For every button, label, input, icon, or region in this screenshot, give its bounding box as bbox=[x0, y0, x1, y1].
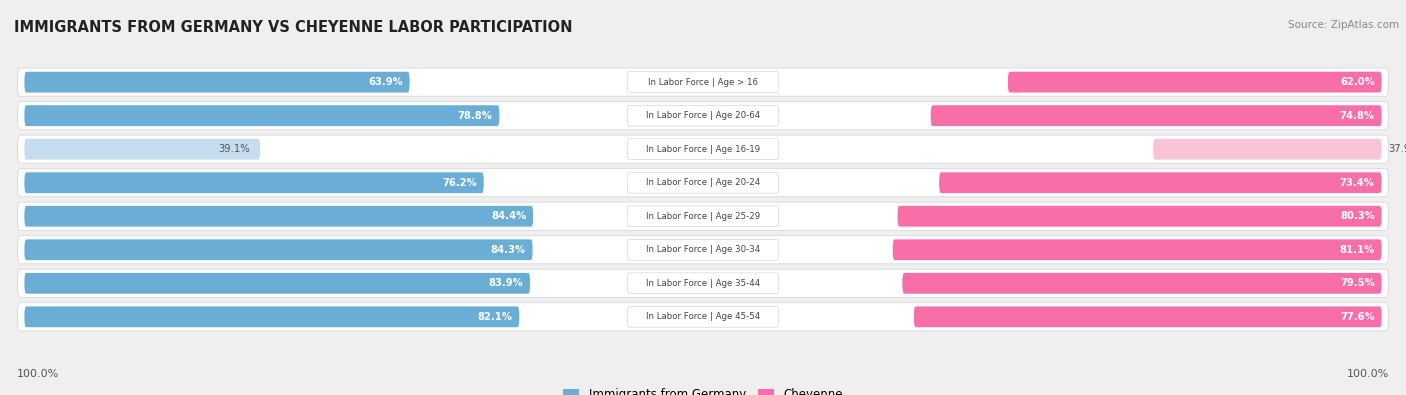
FancyBboxPatch shape bbox=[627, 307, 779, 327]
FancyBboxPatch shape bbox=[17, 303, 1389, 331]
Text: In Labor Force | Age 20-64: In Labor Force | Age 20-64 bbox=[645, 111, 761, 120]
FancyBboxPatch shape bbox=[17, 202, 1389, 230]
Text: 84.3%: 84.3% bbox=[491, 245, 526, 255]
FancyBboxPatch shape bbox=[897, 206, 1382, 227]
Text: 100.0%: 100.0% bbox=[17, 369, 59, 379]
FancyBboxPatch shape bbox=[893, 239, 1382, 260]
Text: In Labor Force | Age 30-34: In Labor Force | Age 30-34 bbox=[645, 245, 761, 254]
Text: 84.4%: 84.4% bbox=[491, 211, 526, 221]
Legend: Immigrants from Germany, Cheyenne: Immigrants from Germany, Cheyenne bbox=[562, 388, 844, 395]
Text: 62.0%: 62.0% bbox=[1340, 77, 1375, 87]
Text: 73.4%: 73.4% bbox=[1340, 178, 1375, 188]
FancyBboxPatch shape bbox=[24, 72, 409, 92]
Text: 74.8%: 74.8% bbox=[1340, 111, 1375, 120]
FancyBboxPatch shape bbox=[17, 102, 1389, 130]
Text: Source: ZipAtlas.com: Source: ZipAtlas.com bbox=[1288, 20, 1399, 30]
FancyBboxPatch shape bbox=[627, 105, 779, 126]
Text: 77.6%: 77.6% bbox=[1340, 312, 1375, 322]
FancyBboxPatch shape bbox=[17, 236, 1389, 264]
FancyBboxPatch shape bbox=[627, 172, 779, 193]
FancyBboxPatch shape bbox=[627, 139, 779, 160]
Text: 78.8%: 78.8% bbox=[458, 111, 492, 120]
FancyBboxPatch shape bbox=[17, 269, 1389, 297]
Text: 37.9%: 37.9% bbox=[1389, 144, 1406, 154]
Text: In Labor Force | Age 16-19: In Labor Force | Age 16-19 bbox=[645, 145, 761, 154]
Text: 80.3%: 80.3% bbox=[1340, 211, 1375, 221]
FancyBboxPatch shape bbox=[1008, 72, 1382, 92]
Text: 82.1%: 82.1% bbox=[478, 312, 512, 322]
Text: 79.5%: 79.5% bbox=[1340, 278, 1375, 288]
FancyBboxPatch shape bbox=[931, 105, 1382, 126]
Text: In Labor Force | Age 35-44: In Labor Force | Age 35-44 bbox=[645, 279, 761, 288]
FancyBboxPatch shape bbox=[24, 307, 519, 327]
Text: In Labor Force | Age 45-54: In Labor Force | Age 45-54 bbox=[645, 312, 761, 321]
Text: In Labor Force | Age > 16: In Labor Force | Age > 16 bbox=[648, 78, 758, 87]
FancyBboxPatch shape bbox=[627, 206, 779, 227]
FancyBboxPatch shape bbox=[17, 169, 1389, 197]
FancyBboxPatch shape bbox=[24, 273, 530, 294]
FancyBboxPatch shape bbox=[939, 172, 1382, 193]
FancyBboxPatch shape bbox=[24, 172, 484, 193]
FancyBboxPatch shape bbox=[17, 135, 1389, 163]
FancyBboxPatch shape bbox=[24, 239, 533, 260]
FancyBboxPatch shape bbox=[627, 72, 779, 92]
Text: 81.1%: 81.1% bbox=[1340, 245, 1375, 255]
FancyBboxPatch shape bbox=[24, 139, 260, 160]
Text: 76.2%: 76.2% bbox=[441, 178, 477, 188]
FancyBboxPatch shape bbox=[903, 273, 1382, 294]
Text: In Labor Force | Age 25-29: In Labor Force | Age 25-29 bbox=[645, 212, 761, 221]
FancyBboxPatch shape bbox=[24, 105, 499, 126]
Text: 39.1%: 39.1% bbox=[218, 144, 250, 154]
Text: 83.9%: 83.9% bbox=[488, 278, 523, 288]
FancyBboxPatch shape bbox=[627, 239, 779, 260]
FancyBboxPatch shape bbox=[627, 273, 779, 294]
Text: 100.0%: 100.0% bbox=[1347, 369, 1389, 379]
FancyBboxPatch shape bbox=[24, 206, 533, 227]
FancyBboxPatch shape bbox=[914, 307, 1382, 327]
FancyBboxPatch shape bbox=[17, 68, 1389, 96]
FancyBboxPatch shape bbox=[1153, 139, 1382, 160]
Text: In Labor Force | Age 20-24: In Labor Force | Age 20-24 bbox=[645, 178, 761, 187]
Text: 63.9%: 63.9% bbox=[368, 77, 402, 87]
Text: IMMIGRANTS FROM GERMANY VS CHEYENNE LABOR PARTICIPATION: IMMIGRANTS FROM GERMANY VS CHEYENNE LABO… bbox=[14, 20, 572, 35]
